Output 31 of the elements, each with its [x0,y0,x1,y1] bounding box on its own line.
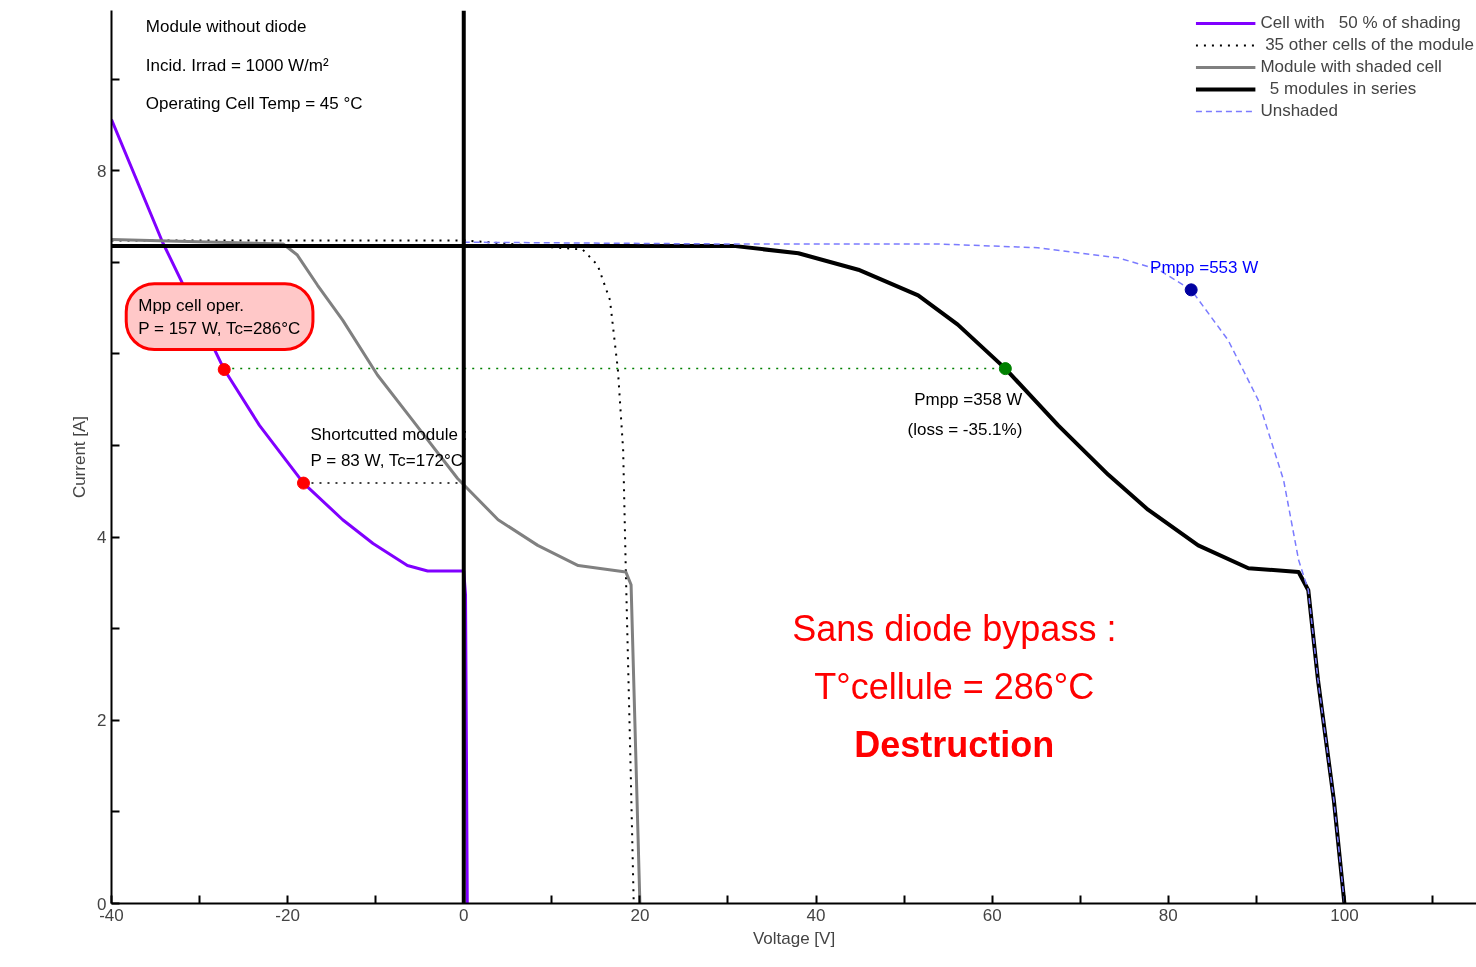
y-tick-label: 8 [97,161,107,181]
annotation: Pmpp =358 W (loss = -35.1%) [907,390,1023,440]
point [998,362,1012,376]
legend-label: 5 modules in series [1268,78,1417,100]
legend-label: Unshaded [1260,100,1338,122]
legend-label: Cell with 50 % of shading [1260,12,1461,34]
legend-label: 35 other cells of the module [1264,34,1474,56]
x-tick-label: 40 [806,905,826,925]
x-axis-title: Voltage [V] [752,928,836,948]
annotation: Mpp cell oper. P = 157 W, Tc=286°C [138,295,301,338]
annotation: T°cellule = 286°C [814,665,1095,707]
x-tick-label: 100 [1330,905,1359,925]
x-tick-label: 0 [459,905,469,925]
point [296,476,310,490]
annotation: Sans diode bypass : [792,608,1117,650]
x-tick-label: 60 [982,905,1002,925]
point [1184,283,1198,297]
y-tick-label: 4 [97,528,107,548]
legend-label: Module with shaded cell [1260,56,1442,78]
annotation: Incid. Irrad = 1000 W/m² [145,55,329,75]
annotation: Module without diode [145,17,307,37]
annotation: Operating Cell Temp = 45 °C [145,94,363,114]
point [217,363,231,377]
annotation: Pmpp =553 W [1150,258,1259,278]
annotation: Destruction [854,723,1055,765]
x-tick-label: -20 [275,905,300,925]
y-axis-title: Current [A] [70,415,90,499]
line-series [463,241,1346,904]
x-tick-label: 20 [630,905,650,925]
x-tick-label: 80 [1158,905,1178,925]
y-tick-label: 2 [97,711,107,731]
